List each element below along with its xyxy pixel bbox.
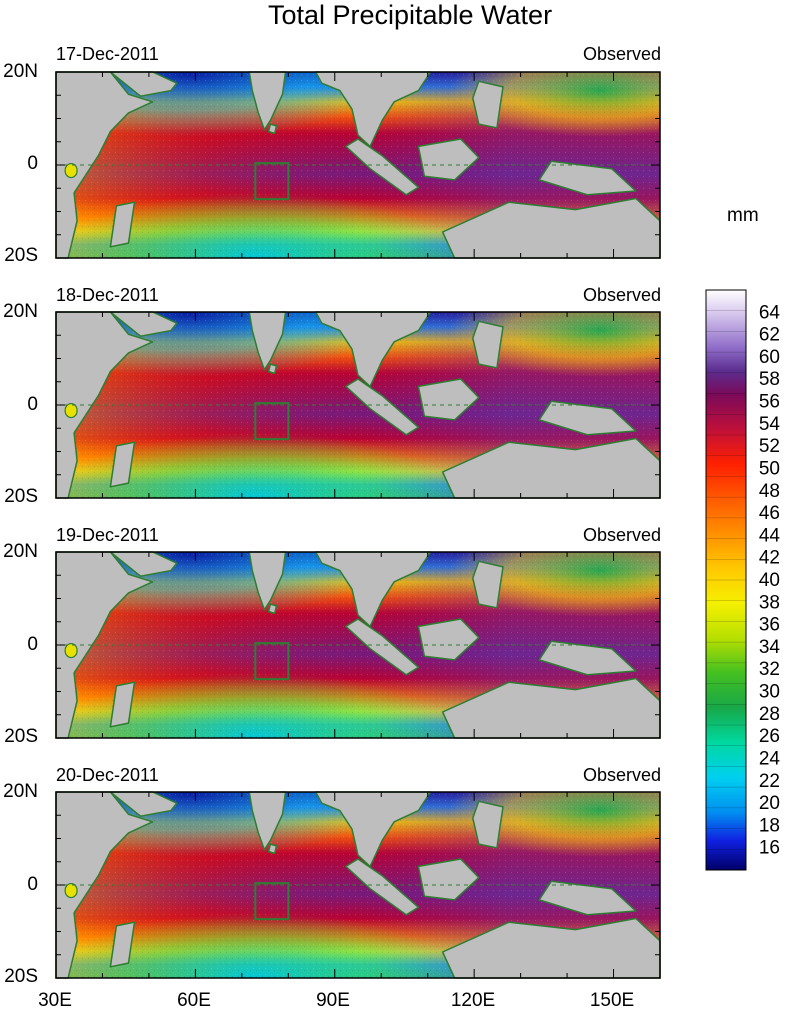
- colorbar-label: 22: [759, 771, 780, 792]
- colorbar-label: 26: [759, 726, 780, 747]
- land-seasia: [314, 791, 432, 868]
- land-newguinea: [538, 400, 637, 436]
- lon-label-30e: 30E: [38, 990, 72, 1011]
- land-sumatra: [345, 378, 420, 436]
- colorbar-label: 62: [759, 325, 780, 346]
- panel-date-4: 20-Dec-2011: [56, 765, 159, 785]
- colorbar-label: 56: [759, 392, 780, 413]
- land-borneo: [417, 858, 480, 901]
- land-india: [248, 551, 287, 611]
- colorbar-label: 52: [759, 436, 780, 457]
- lon-label-120e: 120E: [450, 990, 496, 1011]
- panel-date-3: 19-Dec-2011: [56, 525, 159, 545]
- lake: [64, 882, 78, 899]
- colorbar-label: 28: [759, 704, 780, 725]
- lon-label-150e: 150E: [589, 990, 635, 1011]
- lat-label-20s: 20S: [4, 245, 38, 266]
- colorbar-label: 32: [759, 659, 780, 680]
- lat-label-20n: 20N: [3, 541, 38, 562]
- colorbar-label: 48: [759, 481, 780, 502]
- land-philippines: [472, 800, 504, 849]
- land-srilanka: [267, 603, 278, 615]
- panel-label-3: Observed: [582, 525, 661, 545]
- land-newguinea: [538, 880, 637, 916]
- land-borneo: [417, 138, 480, 181]
- lat-label-eq: 0: [27, 634, 38, 655]
- land-india: [248, 311, 287, 371]
- colorbar-label: 42: [759, 548, 780, 569]
- region-box: [254, 402, 290, 441]
- lat-label-20s: 20S: [4, 726, 38, 747]
- lake: [64, 162, 78, 179]
- colorbar-label: 24: [759, 748, 781, 769]
- panel-date-1: 17-Dec-2011: [56, 44, 159, 64]
- panel-label-2: Observed: [582, 285, 661, 305]
- region-box: [254, 162, 290, 201]
- map-panel-4: [55, 791, 661, 979]
- lake: [64, 642, 78, 659]
- colorbar-label: 18: [759, 815, 780, 836]
- colorbar: 6462605856545250484644424038363432302826…: [705, 289, 781, 871]
- colorbar-label: 16: [759, 838, 780, 859]
- land-madagascar: [109, 441, 136, 488]
- panel-label-1: Observed: [582, 44, 661, 64]
- land-sumatra: [345, 138, 420, 196]
- colorbar-label: 34: [759, 637, 781, 658]
- land-srilanka: [267, 363, 278, 375]
- colorbar-unit: mm: [727, 205, 759, 226]
- colorbar-ramp: [705, 289, 747, 871]
- lat-label-20n: 20N: [3, 61, 38, 82]
- land-srilanka: [267, 123, 278, 135]
- lat-label-eq: 0: [27, 394, 38, 415]
- land-philippines: [472, 320, 504, 369]
- colorbar-label: 20: [759, 793, 780, 814]
- lat-label-20s: 20S: [4, 966, 38, 987]
- land-newguinea: [538, 640, 637, 676]
- land-borneo: [417, 378, 480, 421]
- lat-label-20n: 20N: [3, 301, 38, 322]
- lat-label-eq: 0: [27, 874, 38, 895]
- colorbar-label: 44: [759, 525, 781, 546]
- lon-label-90e: 90E: [316, 990, 350, 1011]
- lat-label-eq: 0: [27, 153, 38, 174]
- lon-label-60e: 60E: [177, 990, 211, 1011]
- land-madagascar: [109, 921, 136, 968]
- land-seasia: [314, 551, 432, 628]
- land-seasia: [314, 71, 432, 148]
- lat-label-20n: 20N: [3, 781, 38, 802]
- colorbar-label: 38: [759, 592, 780, 613]
- land-india: [248, 71, 287, 131]
- map-panel-1: [55, 71, 661, 259]
- figure-title: Total Precipitable Water: [267, 0, 553, 30]
- map-panel-2: [55, 311, 661, 499]
- panel-date-2: 18-Dec-2011: [56, 285, 159, 305]
- land-india: [248, 791, 287, 851]
- region-box: [254, 882, 290, 921]
- land-madagascar: [109, 201, 136, 248]
- colorbar-label: 30: [759, 682, 780, 703]
- land-philippines: [472, 560, 504, 609]
- colorbar-label: 36: [759, 615, 780, 636]
- colorbar-label: 60: [759, 347, 780, 368]
- land-srilanka: [267, 843, 278, 855]
- colorbar-label: 58: [759, 369, 780, 390]
- land-newguinea: [538, 160, 637, 196]
- land-borneo: [417, 618, 480, 661]
- land-philippines: [472, 80, 504, 129]
- lake: [64, 402, 78, 419]
- colorbar-label: 54: [759, 414, 781, 435]
- land-sumatra: [345, 618, 420, 676]
- lat-label-20s: 20S: [4, 486, 38, 507]
- map-panel-3: [55, 551, 661, 739]
- region-box: [254, 642, 290, 681]
- panel-label-4: Observed: [582, 765, 661, 785]
- colorbar-label: 64: [759, 302, 781, 323]
- colorbar-label: 50: [759, 458, 780, 479]
- land-seasia: [314, 311, 432, 388]
- colorbar-label: 46: [759, 503, 780, 524]
- land-sumatra: [345, 858, 420, 916]
- land-madagascar: [109, 681, 136, 728]
- colorbar-label: 40: [759, 570, 780, 591]
